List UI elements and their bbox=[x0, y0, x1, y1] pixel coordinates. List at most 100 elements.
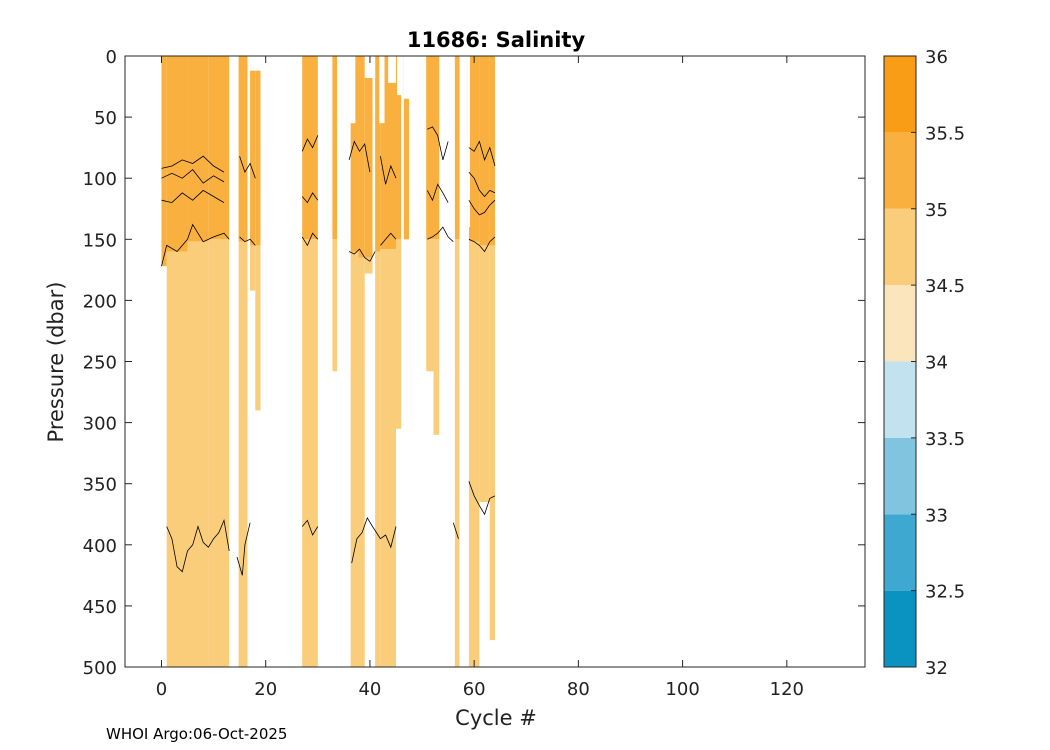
contour-line bbox=[468, 199, 496, 216]
colorbar-band bbox=[884, 514, 916, 591]
profile-upper bbox=[238, 56, 248, 242]
profile-lower bbox=[433, 239, 440, 435]
chart-title: 11686: Salinity bbox=[407, 28, 586, 52]
profile-lower bbox=[395, 239, 402, 429]
contour-line bbox=[348, 140, 371, 173]
contour-line bbox=[301, 519, 319, 536]
profile-upper bbox=[332, 56, 338, 240]
profile-lower bbox=[250, 245, 256, 291]
profile-upper bbox=[364, 56, 373, 258]
contour-line bbox=[161, 155, 225, 173]
profile-upper bbox=[302, 56, 318, 240]
profile-lower bbox=[208, 239, 230, 668]
profile-lower bbox=[255, 245, 261, 411]
profile-lower bbox=[380, 249, 396, 668]
x-tick-label: 120 bbox=[770, 679, 804, 700]
contour-line bbox=[426, 183, 449, 203]
contour-line bbox=[239, 156, 256, 179]
profile-upper bbox=[255, 56, 261, 246]
profile-lower bbox=[238, 241, 248, 667]
y-tick-label: 500 bbox=[83, 658, 117, 679]
y-tick-label: 400 bbox=[83, 536, 117, 557]
profile-lower bbox=[364, 257, 373, 274]
footer-credit: WHOI Argo:06-Oct-2025 bbox=[106, 725, 288, 743]
x-axis-label: Cycle # bbox=[455, 706, 537, 730]
x-tick-label: 20 bbox=[254, 679, 277, 700]
colorbar-band bbox=[884, 132, 916, 209]
profile-upper bbox=[161, 56, 167, 267]
profile-lower bbox=[375, 251, 381, 667]
profile-lower bbox=[468, 241, 480, 667]
missing-data-gap bbox=[403, 56, 410, 99]
contour-line bbox=[161, 223, 230, 267]
profile-upper bbox=[358, 56, 365, 258]
x-tick-label: 80 bbox=[567, 679, 590, 700]
contour-line bbox=[380, 232, 397, 246]
colorbar-band bbox=[884, 208, 916, 286]
profile-lower bbox=[358, 257, 365, 667]
profile-upper bbox=[454, 56, 460, 240]
colorbar-band bbox=[884, 285, 916, 362]
contour-line bbox=[468, 236, 496, 253]
missing-data-gap bbox=[364, 56, 376, 78]
contour-line bbox=[468, 481, 496, 516]
missing-data-gap bbox=[350, 56, 356, 124]
contour-line bbox=[348, 248, 376, 262]
profile-upper bbox=[489, 56, 495, 246]
colorbar-band bbox=[884, 361, 916, 438]
profile-upper bbox=[426, 56, 434, 240]
colorbar-tick-label: 36 bbox=[925, 47, 948, 68]
colorbar-tick-label: 33.5 bbox=[925, 429, 965, 450]
colorbar-band bbox=[884, 56, 916, 133]
contour-line bbox=[236, 522, 251, 576]
y-tick-label: 450 bbox=[83, 597, 117, 618]
colorbar-tick-label: 34.5 bbox=[925, 276, 965, 297]
y-tick-label: 200 bbox=[83, 291, 117, 312]
missing-data-gap bbox=[413, 56, 419, 130]
colorbar-tick-label: 32 bbox=[925, 658, 948, 679]
y-tick-label: 150 bbox=[83, 230, 117, 251]
contour-line bbox=[380, 156, 397, 185]
missing-data-gap bbox=[250, 56, 261, 71]
contour-line bbox=[161, 169, 225, 184]
profile-upper bbox=[250, 56, 256, 246]
profile-upper bbox=[395, 56, 402, 240]
colorbar-tick-label: 32.5 bbox=[925, 582, 965, 603]
y-tick-label: 300 bbox=[83, 414, 117, 435]
axes: 0 20 40 60 80 100 120 0 50 100 150 200 250 300 350 400 4… bbox=[83, 47, 866, 700]
profile-lower bbox=[426, 239, 434, 372]
missing-data-gap bbox=[397, 56, 403, 96]
profile-upper bbox=[350, 56, 359, 252]
contour-line bbox=[301, 192, 319, 204]
profile-upper bbox=[403, 56, 410, 240]
contour-lines bbox=[161, 126, 496, 576]
profile-lower bbox=[187, 241, 209, 667]
contour-line bbox=[468, 171, 496, 198]
profile-lower bbox=[479, 245, 490, 503]
colorbar: 32 32.5 33 33.5 34 34.5 35 35.5 36 bbox=[883, 47, 965, 679]
y-tick-label: 100 bbox=[83, 169, 117, 190]
profile-lower bbox=[302, 239, 318, 668]
missing-data-gap bbox=[388, 56, 396, 83]
profile-upper bbox=[187, 56, 209, 242]
profile-lower bbox=[454, 239, 460, 668]
contour-line bbox=[166, 518, 230, 573]
contour-line bbox=[427, 226, 454, 242]
colorbar-tick-label: 34 bbox=[925, 353, 948, 374]
colorbar-tick-label: 35 bbox=[925, 200, 948, 221]
x-tick-label: 100 bbox=[665, 679, 699, 700]
profile-upper bbox=[468, 56, 480, 242]
contour-line bbox=[301, 232, 319, 247]
y-tick-label: 50 bbox=[94, 108, 117, 129]
y-axis-label: Pressure (dbar) bbox=[44, 282, 68, 443]
contour-line bbox=[161, 189, 225, 204]
plot-area bbox=[161, 56, 495, 668]
y-tick-label: 250 bbox=[83, 353, 117, 374]
x-tick-label: 40 bbox=[358, 679, 381, 700]
missing-data-gap bbox=[464, 56, 470, 228]
x-tick-label: 0 bbox=[156, 679, 167, 700]
x-tick-label: 60 bbox=[463, 679, 486, 700]
profile-upper bbox=[375, 56, 381, 252]
profile-upper bbox=[208, 56, 230, 240]
missing-data-gap bbox=[407, 56, 414, 87]
